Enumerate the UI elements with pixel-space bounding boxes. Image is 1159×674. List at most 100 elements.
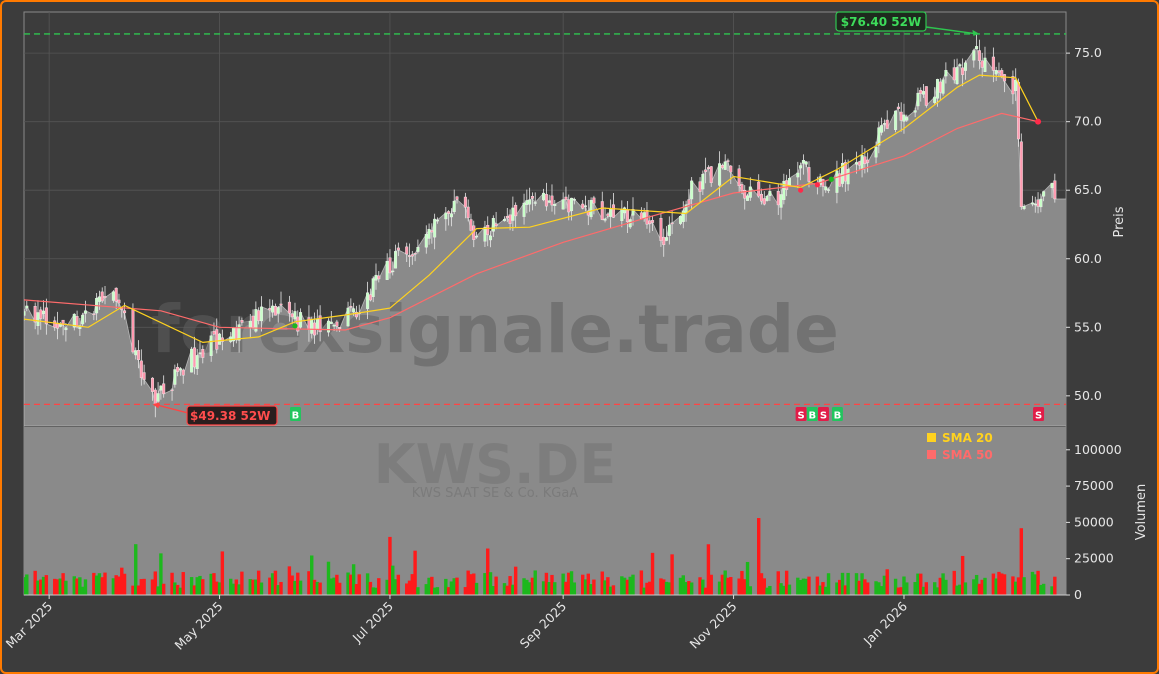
volume-bar bbox=[645, 582, 649, 595]
volume-bar bbox=[818, 585, 822, 595]
low-52w-arrow bbox=[154, 403, 189, 414]
volume-bar bbox=[41, 576, 46, 595]
candle-up bbox=[502, 218, 506, 222]
vol-tick-label: 25000 bbox=[1074, 551, 1114, 566]
candle-up bbox=[718, 163, 722, 186]
volume-bar bbox=[533, 570, 537, 595]
candle-up bbox=[620, 209, 624, 221]
candle-down bbox=[564, 196, 568, 201]
volume-bar bbox=[346, 572, 350, 595]
volume-bar bbox=[78, 577, 82, 595]
candle-up bbox=[81, 314, 85, 325]
high-52w-arrowhead bbox=[972, 29, 980, 36]
volume-bar bbox=[83, 579, 88, 595]
volume-bar bbox=[544, 572, 549, 595]
candle-down bbox=[368, 294, 372, 301]
candle-down bbox=[919, 90, 923, 94]
candle-up bbox=[572, 199, 576, 201]
volume-bar bbox=[159, 553, 163, 595]
volume-bar bbox=[248, 579, 252, 595]
candle-up bbox=[665, 237, 669, 241]
volume-bar bbox=[642, 587, 646, 595]
volume-bar bbox=[351, 564, 356, 595]
volume-bar bbox=[368, 581, 373, 595]
candle-up bbox=[371, 278, 375, 297]
candle-up bbox=[198, 352, 202, 354]
volume-bar bbox=[877, 582, 881, 595]
candle-down bbox=[33, 306, 37, 323]
volume-bar bbox=[846, 572, 850, 595]
volume-bar bbox=[446, 587, 451, 595]
volume-bar bbox=[977, 583, 982, 595]
volume-bar bbox=[134, 544, 138, 595]
candle-up bbox=[553, 203, 557, 207]
volume-bar bbox=[608, 586, 613, 595]
candle-up bbox=[963, 62, 967, 71]
candle-up bbox=[511, 207, 515, 221]
candle-up bbox=[159, 385, 163, 391]
volume-bar bbox=[824, 586, 828, 595]
candle-up bbox=[209, 335, 213, 356]
volume-bar bbox=[189, 577, 194, 595]
volume-bar bbox=[332, 577, 336, 595]
candle-up bbox=[259, 306, 263, 322]
volume-bar bbox=[611, 585, 616, 595]
y-tick-label: 60.0 bbox=[1074, 251, 1102, 266]
candle-up bbox=[804, 161, 808, 165]
cross-dot bbox=[814, 182, 820, 188]
candle-up bbox=[944, 70, 948, 77]
candle-up bbox=[533, 202, 537, 204]
candle-down bbox=[170, 389, 174, 391]
candle-up bbox=[444, 212, 448, 220]
volume-bar bbox=[502, 583, 507, 595]
candle-up bbox=[522, 202, 526, 217]
signal-label: S bbox=[820, 411, 827, 422]
volume-bar bbox=[307, 571, 311, 595]
candle-up bbox=[584, 205, 588, 207]
volume-bar bbox=[449, 581, 454, 595]
volume-bar bbox=[365, 573, 370, 595]
volume-bar bbox=[469, 574, 473, 595]
volume-bar bbox=[385, 579, 389, 595]
volume-bar bbox=[293, 580, 297, 595]
volume-bar bbox=[472, 573, 476, 595]
candle-down bbox=[251, 315, 255, 328]
candle-down bbox=[938, 81, 942, 93]
volume-bar bbox=[1014, 581, 1018, 595]
volume-bar bbox=[329, 578, 333, 595]
candle-up bbox=[894, 110, 898, 130]
volume-bar bbox=[491, 586, 496, 595]
vol-tick-label: 75000 bbox=[1074, 478, 1114, 493]
candle-up bbox=[877, 127, 881, 146]
volume-bar bbox=[776, 571, 780, 595]
candle-down bbox=[505, 216, 509, 218]
candle-up bbox=[874, 146, 878, 158]
y-axis-label: Preis bbox=[1112, 206, 1127, 237]
candle-up bbox=[483, 226, 487, 242]
candle-down bbox=[335, 321, 339, 327]
candle-down bbox=[866, 159, 870, 163]
volume-bar bbox=[444, 578, 448, 595]
candle-down bbox=[896, 106, 900, 109]
sma-end-dot bbox=[1035, 118, 1042, 125]
candle-down bbox=[687, 199, 691, 205]
sma50-line bbox=[24, 112, 1039, 331]
volume-bar bbox=[550, 574, 554, 595]
candle-up bbox=[366, 292, 370, 309]
volume-bar bbox=[290, 575, 294, 595]
volume-bar bbox=[427, 577, 431, 595]
candle-up bbox=[796, 172, 800, 178]
candle-down bbox=[857, 161, 861, 166]
volume-bar bbox=[270, 573, 275, 595]
volume-bar bbox=[701, 579, 705, 595]
signal-badge bbox=[795, 407, 807, 421]
volume-bar bbox=[36, 580, 40, 595]
candle-down bbox=[220, 337, 224, 342]
volume-bar bbox=[606, 577, 610, 595]
volume-bar bbox=[273, 570, 278, 595]
volume-bar bbox=[913, 582, 917, 595]
volume-bar bbox=[857, 580, 861, 595]
candle-down bbox=[388, 257, 392, 274]
candle-up bbox=[955, 67, 959, 84]
